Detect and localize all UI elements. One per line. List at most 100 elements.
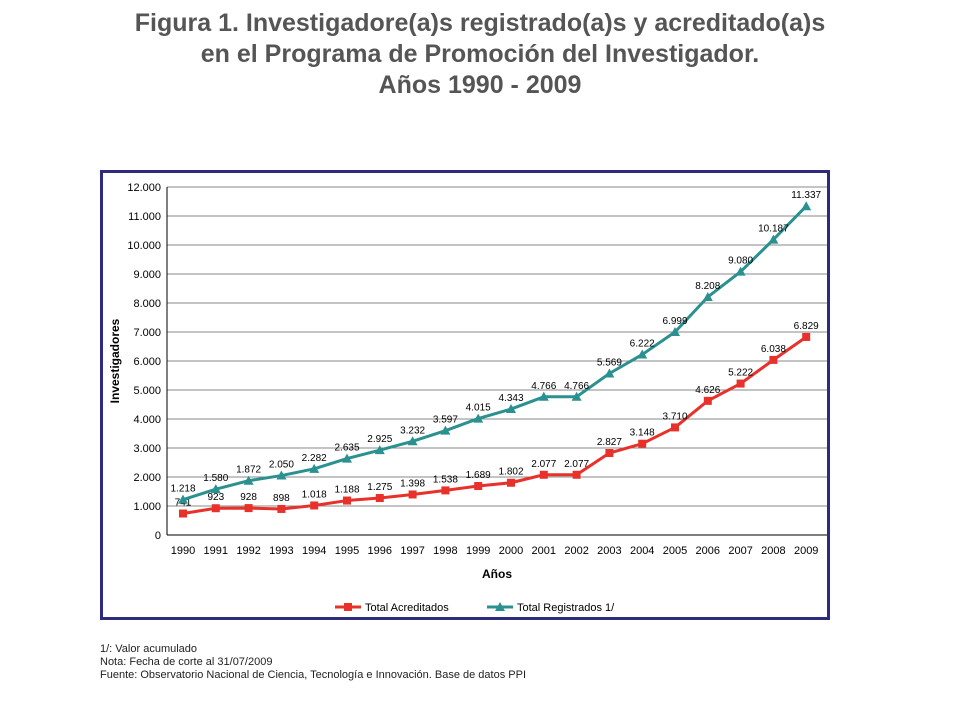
data-label: 1.689 [466, 470, 491, 481]
data-label: 2.077 [564, 459, 589, 470]
data-label: 4.626 [695, 385, 720, 396]
data-label: 4.015 [466, 403, 491, 414]
data-label: 10.187 [758, 224, 789, 235]
point-marker-registrados [374, 445, 385, 455]
point-marker-acreditados [244, 504, 253, 513]
point-marker-acreditados [343, 496, 351, 505]
point-marker-registrados [210, 484, 221, 494]
data-label: 898 [273, 493, 290, 504]
point-marker-acreditados [277, 504, 286, 513]
x-tick-label: 2005 [663, 545, 687, 557]
point-marker-acreditados [638, 439, 647, 448]
data-label: 1.018 [302, 489, 327, 500]
x-tick-label: 2009 [794, 545, 818, 557]
line-chart: 0 1.000 2.000 3.000 4.000 5.000 6.000 7.000 8.00… [108, 182, 827, 614]
data-label: 1.580 [203, 473, 228, 484]
y-tick-label: 5.000 [133, 385, 161, 397]
data-label: 2.282 [302, 453, 327, 464]
point-marker-acreditados [441, 486, 450, 495]
data-label: 3.232 [400, 425, 425, 436]
x-tick-label: 1991 [204, 545, 228, 557]
legend-marker-square [344, 603, 352, 611]
x-tick-label: 1998 [433, 545, 457, 557]
x-tick-label: 2002 [564, 545, 588, 557]
data-label: 928 [240, 492, 257, 503]
data-label: 1.872 [236, 465, 261, 476]
series-line-registrados [182, 205, 808, 502]
chart-frame: 0 1.000 2.000 3.000 4.000 5.000 6.000 7.000 8.00… [100, 170, 830, 620]
x-tick-label: 2007 [728, 545, 752, 557]
point-marker-acreditados [179, 509, 187, 518]
footnotes: 1/: Valor acumulado Nota: Fecha de corte… [100, 643, 526, 682]
data-label: 1.398 [400, 478, 425, 489]
point-marker-registrados [670, 327, 680, 337]
point-marker-registrados [473, 413, 484, 423]
data-label: 4.766 [564, 381, 589, 392]
title-line-3: Años 1990 - 2009 [378, 71, 582, 99]
data-label: 1.218 [170, 484, 195, 495]
x-tick-label: 1997 [400, 545, 424, 557]
point-marker-registrados [801, 201, 812, 211]
data-label: 5.222 [728, 368, 753, 379]
data-label: 9.080 [728, 256, 753, 267]
data-label: 6.222 [630, 339, 655, 350]
point-marker-registrados [407, 436, 418, 446]
y-axis-title: Investigadores [108, 318, 122, 403]
x-tick-label: 1995 [335, 545, 359, 557]
y-tick-label: 1.000 [133, 501, 161, 513]
point-marker-registrados [604, 368, 615, 378]
data-label: 1.538 [433, 474, 458, 485]
data-label: 1.188 [334, 485, 359, 496]
point-marker-registrados [702, 291, 713, 301]
point-marker-acreditados [507, 478, 515, 487]
point-marker-acreditados [671, 423, 679, 432]
point-marker-acreditados [769, 355, 778, 364]
x-tick-label: 2000 [499, 545, 523, 557]
footnote-cutoff-date: Nota: Fecha de corte al 31/07/2009 [100, 656, 273, 668]
y-tick-label: 9.000 [133, 269, 161, 281]
y-tick-label: 4.000 [133, 414, 161, 426]
y-tick-label: 11.000 [128, 211, 161, 223]
point-marker-acreditados [605, 449, 614, 458]
title-line-2: en el Programa de Promoción del Investig… [200, 40, 760, 68]
footnote-source: Fuente: Observatorio Nacional de Ciencia… [100, 669, 527, 681]
data-label: 3.597 [433, 415, 458, 426]
data-label: 1.275 [367, 482, 392, 493]
x-tick-label: 1999 [466, 545, 490, 557]
point-marker-registrados [571, 391, 582, 401]
x-tick-label: 2001 [532, 545, 556, 557]
legend-marker-triangle [495, 602, 505, 611]
footnote-cumulative: 1/: Valor acumulado [100, 643, 198, 655]
data-label: 3.148 [630, 428, 655, 439]
data-label: 2.827 [597, 437, 622, 448]
point-marker-registrados [506, 404, 516, 414]
point-marker-acreditados [572, 470, 581, 479]
point-marker-registrados [342, 453, 352, 463]
point-marker-registrados [309, 463, 320, 473]
point-marker-registrados [768, 234, 779, 244]
point-marker-acreditados [408, 490, 417, 499]
data-label: 6.829 [794, 321, 819, 332]
point-marker-acreditados [802, 332, 811, 341]
point-marker-registrados [243, 475, 254, 485]
y-tick-label: 3.000 [133, 443, 161, 455]
data-label: 8.208 [695, 281, 720, 292]
x-tick-label: 2004 [630, 545, 654, 557]
data-label: 5.569 [597, 357, 622, 368]
data-label: 3.710 [662, 411, 687, 422]
x-tick-label: 1992 [236, 545, 260, 557]
data-label: 4.766 [531, 381, 556, 392]
y-tick-label: 8.000 [133, 298, 161, 310]
series-line-acreditados [182, 335, 808, 515]
legend-label: Total Registrados 1/ [517, 602, 615, 614]
x-axis-title: Años [482, 567, 512, 581]
data-label: 2.050 [269, 460, 294, 471]
y-tick-label: 10.000 [127, 240, 161, 252]
point-marker-acreditados [539, 470, 548, 479]
x-tick-label: 1990 [171, 545, 195, 557]
data-label: 2.635 [334, 443, 359, 454]
data-label: 2.077 [531, 459, 556, 470]
point-marker-registrados [735, 266, 746, 276]
x-tick-label: 1994 [302, 545, 326, 557]
data-label: 11.337 [791, 190, 821, 201]
